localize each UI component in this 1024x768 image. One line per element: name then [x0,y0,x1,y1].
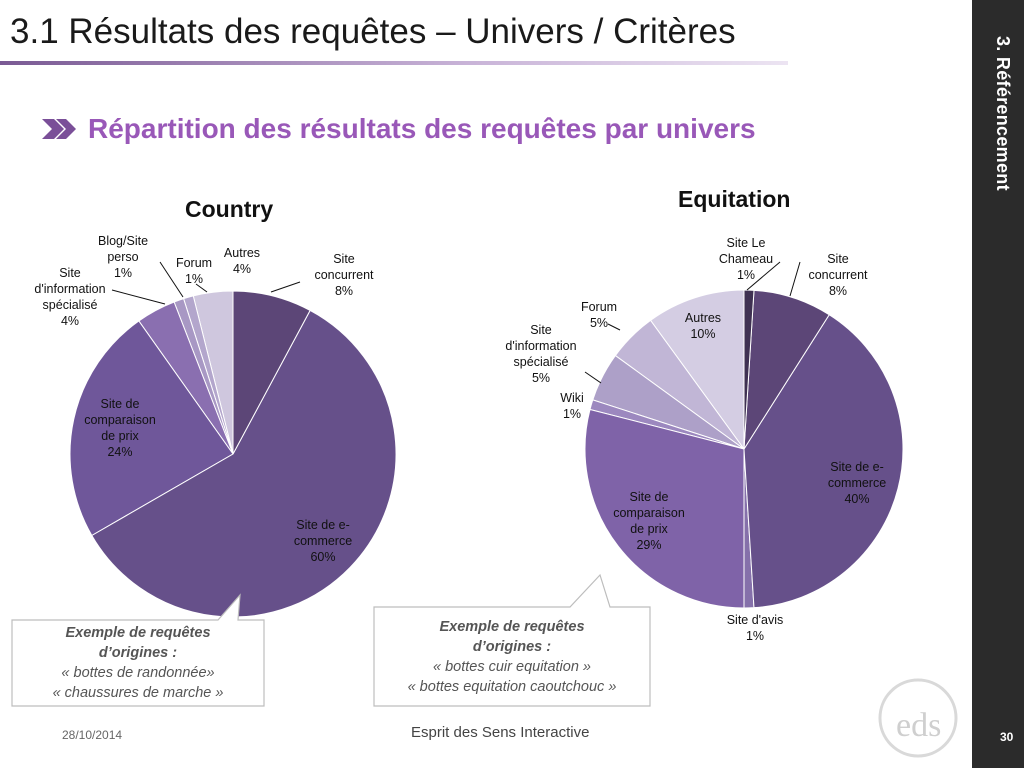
equitation-label-ecommerce: Site de e- commerce 40% [828,459,886,507]
country-leader-line-0 [271,282,300,292]
country-label-comparaison: Site de comparaison de prix 24% [84,396,156,460]
equitation-label-autres: Autres 10% [685,310,721,342]
country-label-blog: Blog/Site perso 1% [98,233,148,281]
callout-2-title-line2: d’origines : [374,637,650,657]
callout-2-query-2: « bottes equitation caoutchouc » [374,677,650,697]
callout-2-title-line1: Exemple de requêtes [374,617,650,637]
equitation-label-comparaison: Site de comparaison de prix 29% [613,489,685,553]
equitation-label-forum: Forum 5% [581,299,617,331]
country-label-information: Site d'information spécialisé 4% [34,265,105,329]
logo-text: eds [896,707,941,744]
callout-1: Exemple de requêtes d’origines : « botte… [12,623,264,703]
country-label-autres: Autres 4% [224,245,260,277]
equitation-label-site-concurrent: Site concurrent 8% [808,251,867,299]
footer-brand: Esprit des Sens Interactive [411,724,589,741]
chart-title-country: Country [185,196,273,223]
chart-title-equitation: Equitation [678,186,790,213]
equitation-leader-line-1 [790,262,800,296]
country-label-ecommerce: Site de e- commerce 60% [294,517,352,565]
country-label-forum: Forum 1% [176,255,212,287]
callout-2-query-1: « bottes cuir equitation » [374,657,650,677]
callout-1-title-line2: d’origines : [12,643,264,663]
callout-1-query-2: « chaussures de marche » [12,683,264,703]
callout-1-query-1: « bottes de randonnée» [12,663,264,683]
country-leader-line-1 [112,290,165,304]
country-label-site-concurrent: Site concurrent 8% [314,251,373,299]
footer-date: 28/10/2014 [62,728,122,742]
callout-2: Exemple de requêtes d’origines : « botte… [374,617,650,697]
callout-1-title-line1: Exemple de requêtes [12,623,264,643]
equitation-label-le-chameau: Site Le Chameau 1% [719,235,773,283]
equitation-label-wiki: Wiki 1% [560,390,584,422]
equitation-leader-line-3 [585,372,601,383]
equitation-label-avis: Site d'avis 1% [727,612,784,644]
equitation-label-information: Site d'information spécialisé 5% [505,322,576,386]
